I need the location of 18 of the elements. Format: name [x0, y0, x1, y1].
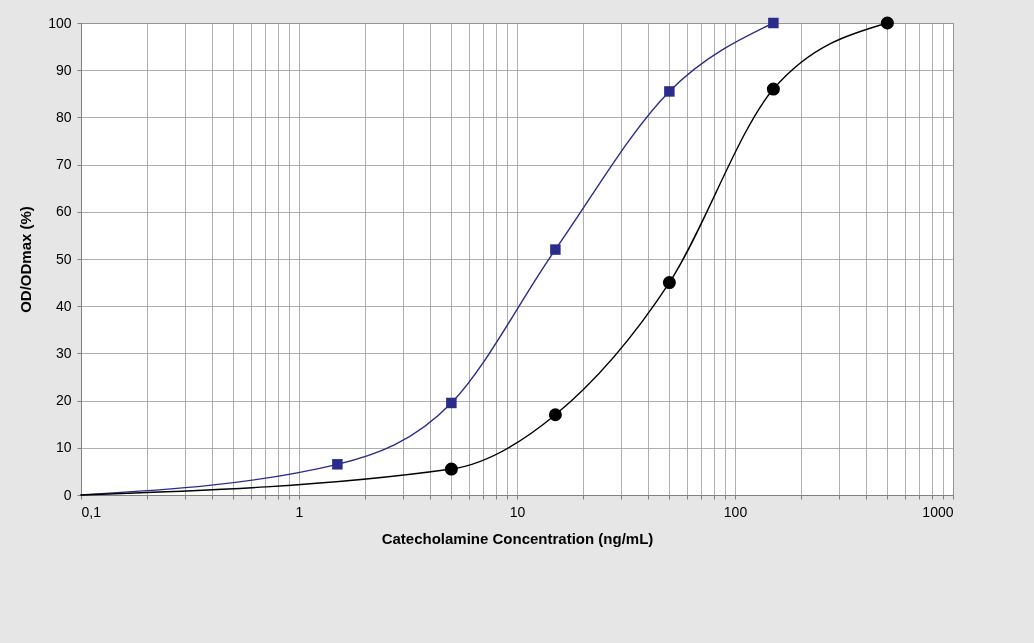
y-tick-label: 80 [55, 108, 72, 125]
y-axis-title: OD/ODmax (%) [17, 206, 35, 313]
y-tick-label: 50 [55, 250, 72, 267]
y-tick-label: 100 [48, 14, 72, 31]
x-tick-label: 100 [723, 503, 748, 520]
x-tick-label: 1000 [922, 503, 954, 520]
x-tick-label: 10 [509, 503, 526, 520]
x-axis-title: Catecholamine Concentration (ng/mL) [381, 529, 654, 547]
x-tick-label: 1 [295, 503, 304, 520]
y-tick-label: 70 [55, 156, 72, 173]
y-tick-label: 0 [63, 486, 72, 503]
y-tick-label: 30 [55, 344, 72, 361]
y-tick-label: 60 [55, 203, 72, 220]
y-tick-label: 40 [55, 297, 72, 314]
y-tick-label: 10 [55, 439, 72, 456]
x-tick-label: 0,1 [81, 503, 102, 520]
y-tick-label: 20 [55, 392, 72, 409]
y-tick-label: 90 [55, 61, 72, 78]
